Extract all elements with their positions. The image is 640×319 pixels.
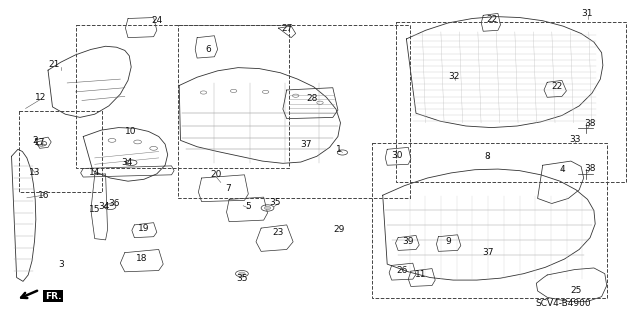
- Text: 3: 3: [58, 260, 63, 269]
- Text: 22: 22: [486, 15, 497, 24]
- Text: 39: 39: [403, 237, 414, 246]
- Text: 8: 8: [485, 152, 490, 161]
- Text: 35: 35: [269, 198, 281, 207]
- Text: 9: 9: [445, 237, 451, 246]
- Text: 11: 11: [415, 270, 427, 279]
- Text: 5: 5: [246, 202, 251, 211]
- Text: 25: 25: [570, 286, 582, 295]
- Text: 23: 23: [273, 228, 284, 237]
- Text: 1: 1: [337, 145, 342, 154]
- Text: 20: 20: [211, 170, 222, 179]
- Text: 28: 28: [307, 94, 318, 103]
- Text: 27: 27: [281, 24, 292, 33]
- Text: 14: 14: [89, 168, 100, 177]
- Text: 16: 16: [38, 191, 49, 200]
- Text: 2: 2: [33, 136, 38, 145]
- Text: 22: 22: [551, 82, 563, 91]
- Text: 4: 4: [559, 165, 564, 174]
- Text: 10: 10: [125, 127, 137, 136]
- Bar: [372, 143, 607, 298]
- Text: 35: 35: [236, 274, 248, 283]
- Text: 19: 19: [138, 224, 150, 233]
- Text: 17: 17: [34, 138, 45, 147]
- Text: 6: 6: [206, 45, 211, 54]
- Text: 34: 34: [121, 158, 132, 167]
- Text: 33: 33: [569, 135, 580, 144]
- Text: 13: 13: [29, 168, 41, 177]
- Bar: [396, 22, 626, 182]
- Text: 15: 15: [89, 205, 100, 214]
- Circle shape: [239, 272, 245, 275]
- Text: 38: 38: [584, 119, 596, 128]
- Text: SCV4-B4900: SCV4-B4900: [536, 299, 591, 308]
- Text: 36: 36: [108, 199, 120, 208]
- Text: 32: 32: [449, 72, 460, 81]
- Text: FR.: FR.: [45, 292, 61, 300]
- Text: 7: 7: [225, 184, 230, 193]
- Text: 31: 31: [582, 9, 593, 18]
- Text: 18: 18: [136, 254, 148, 263]
- Text: 38: 38: [584, 164, 596, 173]
- Circle shape: [264, 206, 271, 210]
- Text: 21: 21: [49, 60, 60, 69]
- Text: 29: 29: [333, 225, 345, 234]
- Text: 24: 24: [151, 16, 163, 25]
- Text: 12: 12: [35, 93, 46, 102]
- Text: 30: 30: [391, 151, 403, 160]
- Text: 26: 26: [396, 266, 408, 275]
- Bar: [76, 25, 289, 168]
- Text: 37: 37: [300, 140, 312, 149]
- Bar: [19, 111, 102, 192]
- Text: 34: 34: [98, 202, 109, 211]
- Bar: [178, 25, 410, 198]
- Text: 37: 37: [482, 248, 493, 256]
